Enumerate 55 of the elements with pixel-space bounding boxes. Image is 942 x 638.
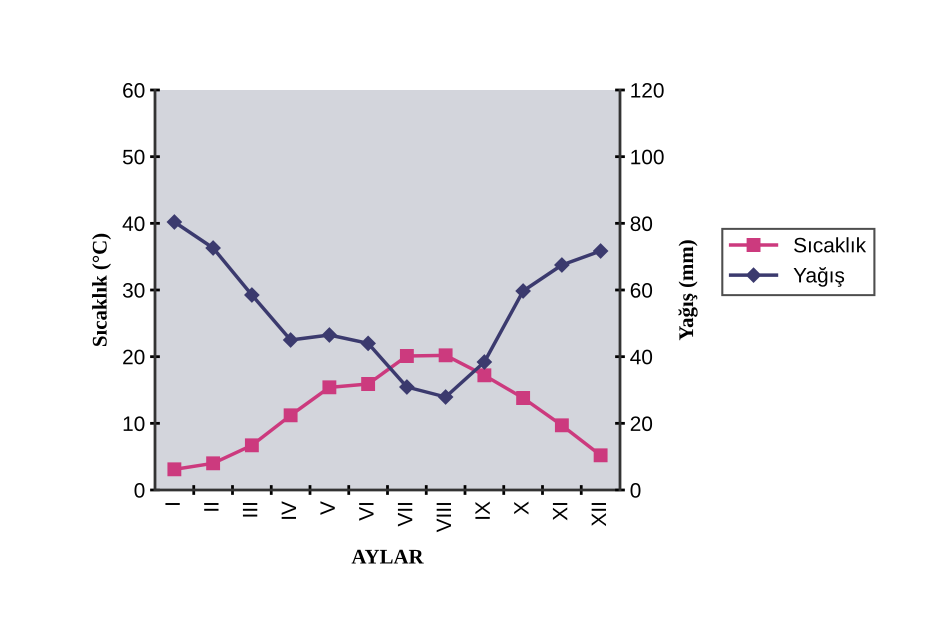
x-tick-label: II (204, 503, 219, 511)
point (283, 332, 298, 348)
x-tick-label: VIII (436, 503, 452, 532)
point (400, 349, 414, 363)
point (516, 283, 531, 299)
point (322, 327, 337, 343)
point (360, 336, 376, 351)
point (438, 389, 454, 405)
x-tick-label: VI (359, 503, 374, 521)
point (399, 379, 414, 395)
x-tick-label: I (165, 503, 180, 505)
point (477, 368, 492, 382)
x-tick-label: IV (282, 501, 296, 519)
y-tick-label: 10 (124, 416, 144, 432)
point (594, 448, 608, 462)
point (206, 456, 220, 470)
y-tick-label: 50 (122, 150, 144, 164)
x-tick-label: XII (592, 503, 606, 526)
point (244, 438, 259, 452)
point (554, 257, 570, 273)
point (554, 418, 569, 432)
y-tick-label: 0 (134, 483, 144, 498)
y-tick-label: 30 (122, 283, 144, 298)
y2-tick-label: 0 (630, 483, 640, 498)
y2-tick-label: 120 (631, 83, 664, 98)
legend-label: Sıcaklık (794, 237, 866, 252)
x-tick-label: VII (398, 503, 412, 526)
point (593, 243, 608, 259)
y-tick-label: 60 (123, 83, 144, 98)
x-tick-label: IX (475, 502, 490, 519)
point (322, 380, 336, 394)
y-axis-title: Sıcaklık (°C) (92, 234, 111, 346)
x-tick-label: XI (552, 503, 568, 520)
point (361, 377, 376, 391)
y2-axis-title: Yağış (mm) (678, 240, 698, 340)
y2-tick-label: 60 (630, 283, 652, 298)
point (516, 391, 530, 405)
x-tick-label: V (320, 501, 335, 515)
point (244, 287, 260, 303)
point (206, 240, 221, 256)
point (438, 348, 453, 362)
y2-tick-label: 40 (630, 350, 652, 364)
y2-tick-label: 100 (631, 150, 664, 164)
x-tick-label: III (242, 503, 258, 517)
y-tick-label: 20 (123, 350, 144, 364)
x-tick-label: X (514, 502, 529, 515)
y2-tick-label: 20 (630, 416, 652, 432)
point (166, 214, 182, 230)
x-axis-title: AYLAR (352, 550, 424, 564)
legend-label: Yağış (794, 267, 844, 287)
y2-tick-label: 80 (630, 216, 652, 232)
point (284, 408, 298, 422)
point (167, 462, 182, 476)
point (476, 354, 492, 370)
y-tick-label: 40 (122, 216, 144, 232)
